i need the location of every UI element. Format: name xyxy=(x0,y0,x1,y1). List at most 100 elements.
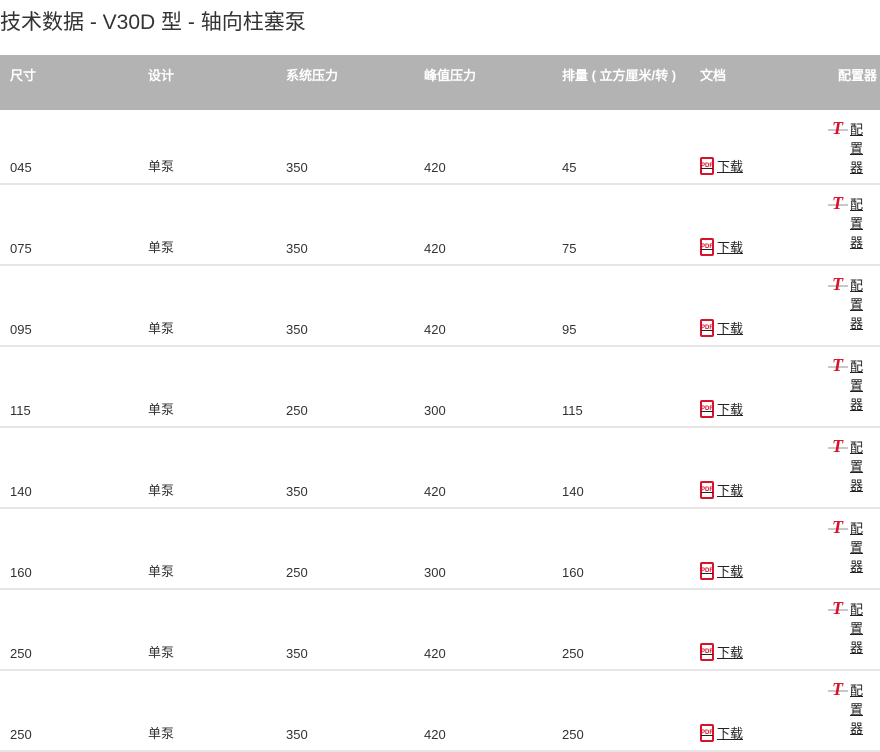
download-label: 下载 xyxy=(717,483,744,498)
tech-data-table: 尺寸 设计 系统压力 峰值压力 排量 ( 立方厘米/转 ) 文档 配置器 045 单泵 350 4… xyxy=(0,55,880,752)
cell-system: 350 xyxy=(276,184,414,266)
download-link[interactable]: PDF 下载 xyxy=(700,399,743,418)
cell-disp: 45 xyxy=(552,110,690,185)
cell-peak: 420 xyxy=(414,184,552,266)
configurator-icon: T xyxy=(828,517,848,537)
cell-peak: 420 xyxy=(414,110,552,185)
download-label: 下载 xyxy=(717,159,744,174)
cell-disp: 95 xyxy=(552,265,690,347)
cell-design: 单泵 xyxy=(138,508,276,590)
cell-peak: 300 xyxy=(414,346,552,428)
cell-size: 075 xyxy=(0,184,138,266)
cell-design: 单泵 xyxy=(138,184,276,266)
download-link[interactable]: PDF 下载 xyxy=(700,156,743,175)
column-header: 配置器 xyxy=(828,55,880,110)
configurator-icon: T xyxy=(828,679,848,699)
configurator-link[interactable]: T 配置器 xyxy=(828,274,864,333)
cell-document: PDF 下载 xyxy=(690,508,828,590)
cell-configurator: T 配置器 xyxy=(828,110,880,185)
cell-document: PDF 下载 xyxy=(690,346,828,428)
download-label: 下载 xyxy=(717,645,744,660)
cell-disp: 250 xyxy=(552,670,690,752)
download-link[interactable]: PDF 下载 xyxy=(700,237,743,256)
column-header: 设计 xyxy=(138,55,276,110)
configurator-label: 配置器 xyxy=(850,359,864,412)
download-label: 下载 xyxy=(717,402,744,417)
table-row: 075 单泵 350 420 75 PDF 下载 T 配置器 xyxy=(0,184,880,266)
configurator-icon: T xyxy=(828,355,848,375)
cell-configurator: T 配置器 xyxy=(828,508,880,590)
column-header: 峰值压力 xyxy=(414,55,552,110)
download-label: 下载 xyxy=(717,726,744,741)
configurator-icon: T xyxy=(828,274,848,294)
pdf-icon: PDF xyxy=(700,399,714,418)
column-header: 排量 ( 立方厘米/转 ) xyxy=(552,55,690,110)
download-label: 下载 xyxy=(717,240,744,255)
cell-design: 单泵 xyxy=(138,265,276,347)
cell-disp: 250 xyxy=(552,589,690,671)
download-link[interactable]: PDF 下载 xyxy=(700,318,743,337)
configurator-link[interactable]: T 配置器 xyxy=(828,355,864,414)
cell-document: PDF 下载 xyxy=(690,184,828,266)
column-header: 文档 xyxy=(690,55,828,110)
cell-disp: 115 xyxy=(552,346,690,428)
cell-document: PDF 下载 xyxy=(690,427,828,509)
cell-disp: 140 xyxy=(552,427,690,509)
configurator-label: 配置器 xyxy=(850,440,864,493)
configurator-label: 配置器 xyxy=(850,278,864,331)
pdf-icon: PDF xyxy=(700,156,714,175)
cell-disp: 160 xyxy=(552,508,690,590)
cell-system: 350 xyxy=(276,589,414,671)
cell-configurator: T 配置器 xyxy=(828,265,880,347)
cell-system: 350 xyxy=(276,427,414,509)
table-row: 140 单泵 350 420 140 PDF 下载 T 配置器 xyxy=(0,427,880,509)
configurator-link[interactable]: T 配置器 xyxy=(828,193,864,252)
cell-document: PDF 下载 xyxy=(690,589,828,671)
cell-configurator: T 配置器 xyxy=(828,427,880,509)
configurator-link[interactable]: T 配置器 xyxy=(828,679,864,738)
table-row: 095 单泵 350 420 95 PDF 下载 T 配置器 xyxy=(0,265,880,347)
table-row: 250 单泵 350 420 250 PDF 下载 T 配置器 xyxy=(0,670,880,752)
configurator-link[interactable]: T 配置器 xyxy=(828,517,864,576)
cell-size: 160 xyxy=(0,508,138,590)
cell-configurator: T 配置器 xyxy=(828,589,880,671)
cell-peak: 420 xyxy=(414,427,552,509)
configurator-link[interactable]: T 配置器 xyxy=(828,118,864,177)
cell-size: 250 xyxy=(0,589,138,671)
table-row: 250 单泵 350 420 250 PDF 下载 T 配置器 xyxy=(0,589,880,671)
cell-peak: 420 xyxy=(414,589,552,671)
cell-system: 250 xyxy=(276,508,414,590)
cell-peak: 300 xyxy=(414,508,552,590)
configurator-link[interactable]: T 配置器 xyxy=(828,436,864,495)
download-link[interactable]: PDF 下载 xyxy=(700,723,743,742)
pdf-icon: PDF xyxy=(700,237,714,256)
page-title: 技术数据 - V30D 型 - 轴向柱塞泵 xyxy=(0,11,306,34)
table-row: 115 单泵 250 300 115 PDF 下载 T 配置器 xyxy=(0,346,880,428)
column-header: 尺寸 xyxy=(0,55,138,110)
configurator-label: 配置器 xyxy=(850,602,864,655)
cell-design: 单泵 xyxy=(138,110,276,185)
cell-design: 单泵 xyxy=(138,346,276,428)
configurator-label: 配置器 xyxy=(850,197,864,250)
configurator-icon: T xyxy=(828,193,848,213)
cell-document: PDF 下载 xyxy=(690,265,828,347)
cell-size: 095 xyxy=(0,265,138,347)
cell-document: PDF 下载 xyxy=(690,110,828,185)
cell-design: 单泵 xyxy=(138,670,276,752)
download-link[interactable]: PDF 下载 xyxy=(700,642,743,661)
cell-design: 单泵 xyxy=(138,589,276,671)
pdf-icon: PDF xyxy=(700,480,714,499)
configurator-label: 配置器 xyxy=(850,521,864,574)
table-row: 160 单泵 250 300 160 PDF 下载 T 配置器 xyxy=(0,508,880,590)
cell-peak: 420 xyxy=(414,670,552,752)
pdf-icon: PDF xyxy=(700,642,714,661)
column-header: 系统压力 xyxy=(276,55,414,110)
cell-design: 单泵 xyxy=(138,427,276,509)
configurator-link[interactable]: T 配置器 xyxy=(828,598,864,657)
cell-configurator: T 配置器 xyxy=(828,184,880,266)
configurator-label: 配置器 xyxy=(850,683,864,736)
download-link[interactable]: PDF 下载 xyxy=(700,561,743,580)
cell-system: 350 xyxy=(276,265,414,347)
download-link[interactable]: PDF 下载 xyxy=(700,480,743,499)
cell-document: PDF 下载 xyxy=(690,670,828,752)
